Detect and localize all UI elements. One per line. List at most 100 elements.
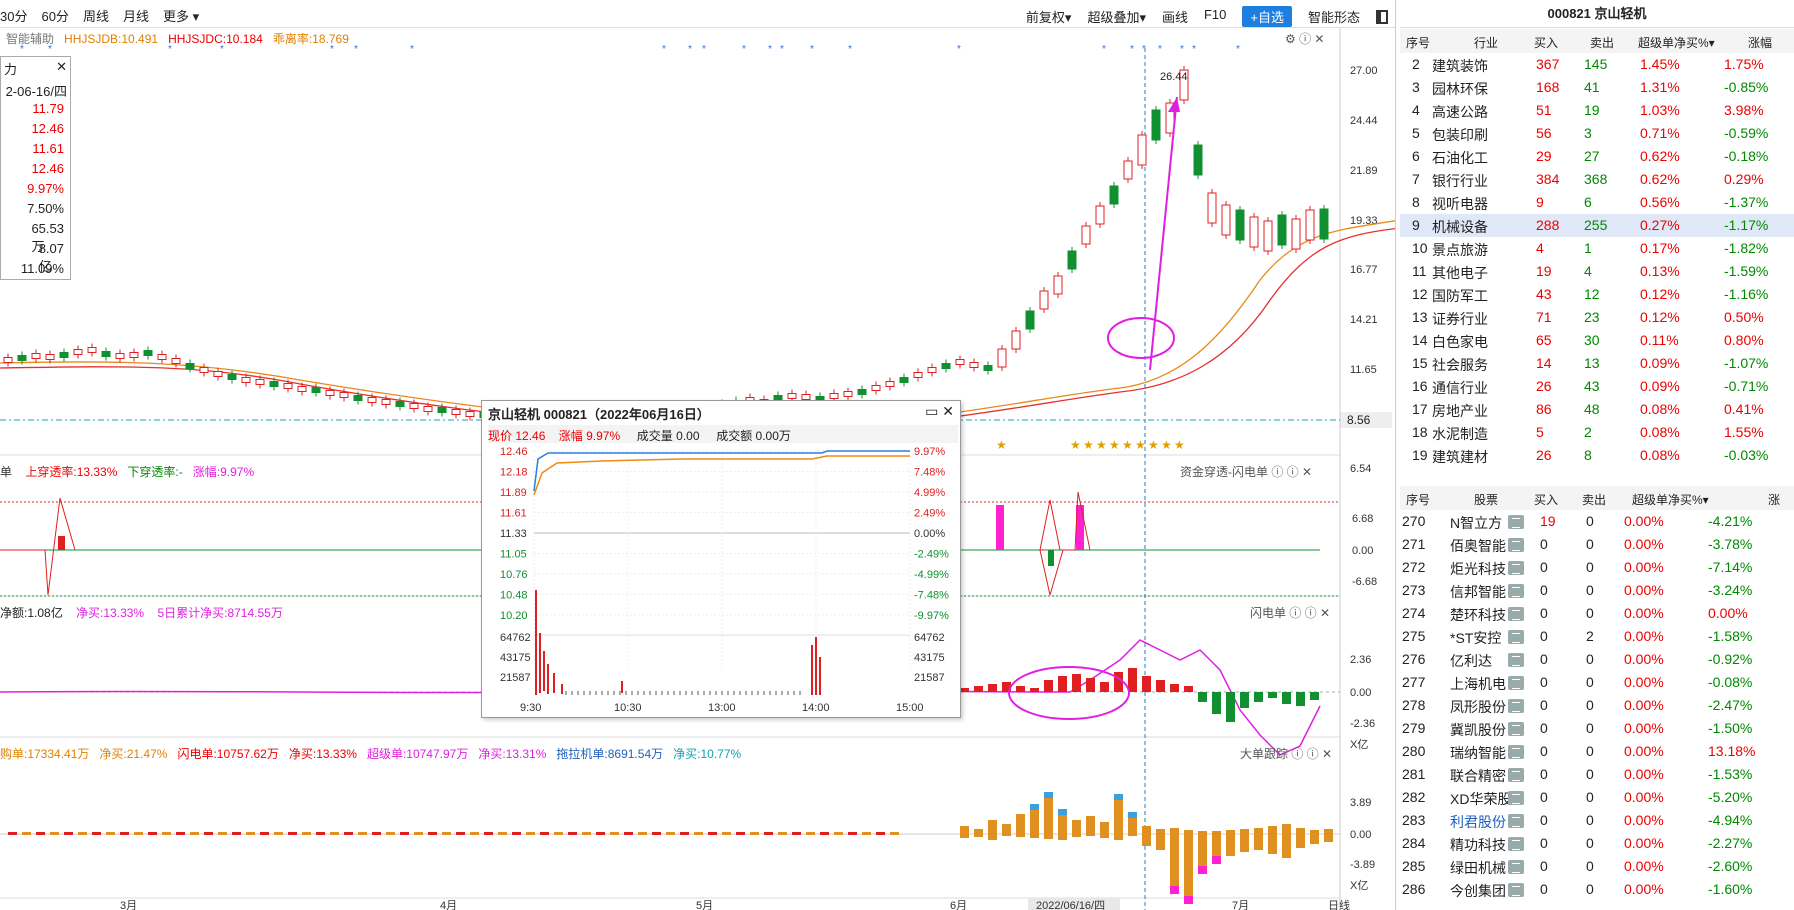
stock-header[interactable]: 序号 股票 买入 卖出 超级单净买%▾ 涨 [1400,486,1794,510]
stock-row[interactable]: 278 凤形股份 0 0 0.00% -2.47% [1400,694,1794,717]
cell: 43 [1536,286,1552,302]
col-header[interactable]: 涨幅 [1748,36,1773,50]
p3-bar-down [1184,834,1193,904]
stock-row[interactable]: 282 XD华荣股 0 0 0.00% -5.20% [1400,786,1794,809]
col-header[interactable]: 序号 [1406,493,1431,507]
industry-row[interactable]: 5 包装印刷 56 3 0.71% -0.59% [1400,122,1794,145]
candle-body [871,385,881,391]
industry-row[interactable]: 16 通信行业 26 43 0.09% -0.71% [1400,375,1794,398]
highlight-ellipse-2 [1008,666,1130,720]
stock-row[interactable]: 283 利君股份 0 0 0.00% -4.94% [1400,809,1794,832]
stock-row[interactable]: 274 楚环科技 0 0 0.00% 0.00% [1400,602,1794,625]
period-tab-4[interactable]: 更多 ▾ [162,9,200,24]
stock-row[interactable]: 277 上海机电 0 0 0.00% -0.08% [1400,671,1794,694]
col-header[interactable]: 涨 [1768,493,1781,507]
toolbar-item-0[interactable]: 前复权▾ [1025,10,1072,25]
stock-row[interactable]: 286 今创集团 0 0 0.00% -1.60% [1400,878,1794,901]
popup-close-icon[interactable]: ▭ ✕ [925,403,954,419]
industry-row[interactable]: 2 建筑装饰 367 145 1.45% 1.75% [1400,53,1794,76]
col-header[interactable]: 买入 [1534,493,1559,507]
industry-row[interactable]: 18 水泥制造 5 2 0.08% 1.55% [1400,421,1794,444]
p3-bar-small [736,832,745,835]
p3-bar-down [1086,834,1095,836]
p3-bar-small [148,832,157,835]
candle-body [1067,250,1077,270]
p3-bar-cap [1030,804,1039,810]
col-header[interactable]: 超级单净买%▾ [1638,36,1715,50]
cell: 0 [1540,720,1548,736]
stock-row[interactable]: 285 绿田机械 0 0 0.00% -2.60% [1400,855,1794,878]
col-header[interactable]: 超级单净买%▾ [1632,493,1709,507]
col-header[interactable]: 卖出 [1582,493,1607,507]
ind-bias: 乖离率:18.769 [272,32,349,46]
stock-row[interactable]: 271 佰奥智能 0 0 0.00% -3.78% [1400,533,1794,556]
chart-area[interactable]: 30分 60分 周线 月线 更多 ▾ 前复权▾ 超级叠加▾ 画线 F10 +自选 智能形态 2… [0,0,1396,910]
industry-row[interactable]: 19 建筑建材 26 8 0.08% -0.03% [1400,444,1794,467]
panel-toggle-icon[interactable] [1376,9,1388,24]
stock-row[interactable]: 281 联合精密 0 0 0.00% -1.53% [1400,763,1794,786]
peak-label: 26.44 [1160,71,1188,83]
toolbar-item-3[interactable]: F10 [1203,7,1227,22]
period-tab-1[interactable]: 60分 [41,9,69,24]
industry-row[interactable]: 7 银行行业 384 368 0.62% 0.29% [1400,168,1794,191]
industry-row[interactable]: 9 机械设备 288 255 0.27% -1.17% [1400,214,1794,237]
stock-row[interactable]: 280 瑞纳智能 0 0 0.00% 13.18% [1400,740,1794,763]
main-panel-controls[interactable]: ⚙ ⓘ ✕ [1285,32,1325,46]
stock-row[interactable]: 273 信邦智能 0 0 0.00% -3.24% [1400,579,1794,602]
industry-row[interactable]: 17 房地产业 86 48 0.08% 0.41% [1400,398,1794,421]
p3-bar-up [1170,828,1179,834]
candle-body [381,399,391,405]
p2-bar [1226,692,1235,722]
p3-bar-small [64,832,73,835]
stock-row[interactable]: 270 N智立方 19 0 0.00% -4.21% [1400,510,1794,533]
p2-bar [1142,676,1151,692]
p1-line-c [1039,491,1091,596]
candle-body [1151,109,1161,141]
col-header[interactable]: 卖出 [1590,36,1615,50]
main-indicator-bar: 智能辅助 HHJSJDB:10.491 HHJSJDC:10.184 乖离率:1… [6,30,349,47]
cell: 0.00% [1624,628,1664,644]
period-tab-0[interactable]: 30分 [0,9,28,24]
industry-row[interactable]: 8 视听电器 9 6 0.56% -1.37% [1400,191,1794,214]
toolbar-item-1[interactable]: 超级叠加▾ [1087,10,1146,25]
cell: 19 [1584,102,1600,118]
stock-row[interactable]: 276 亿利达 0 0 0.00% -0.92% [1400,648,1794,671]
cell: -5.20% [1708,789,1753,805]
industry-row[interactable]: 11 其他电子 19 4 0.13% -1.59% [1400,260,1794,283]
p3-bar-small [92,832,101,835]
industry-row[interactable]: 10 景点旅游 4 1 0.17% -1.82% [1400,237,1794,260]
industry-row[interactable]: 13 证券行业 71 23 0.12% 0.50% [1400,306,1794,329]
col-header[interactable]: 股票 [1474,493,1499,507]
industry-row[interactable]: 15 社会服务 14 13 0.09% -1.07% [1400,352,1794,375]
stock-row[interactable]: 279 冀凯股份 0 0 0.00% -1.50% [1400,717,1794,740]
industry-header[interactable]: 序号 行业 买入 卖出 超级单净买%▾ 涨幅 [1400,29,1794,53]
stock-row[interactable]: 284 精功科技 0 0 0.00% -2.27% [1400,832,1794,855]
industry-row[interactable]: 4 高速公路 51 19 1.03% 3.98% [1400,99,1794,122]
x-tick: 2022/06/16/四 [1036,900,1105,910]
stock-row[interactable]: 275 *ST安控 0 2 0.00% -1.58% [1400,625,1794,648]
col-header[interactable]: 序号 [1406,36,1431,50]
stock-row[interactable]: 272 炬光科技 0 0 0.00% -7.14% [1400,556,1794,579]
signal-star: * [1130,44,1134,55]
industry-row[interactable]: 3 园林环保 168 41 1.31% -0.85% [1400,76,1794,99]
list-icon [1508,676,1524,690]
p3-bar-up [1240,829,1249,834]
signal-star: * [330,44,334,55]
p2-bar [1058,676,1067,692]
period-tab-2[interactable]: 周线 [82,9,109,24]
candle-body [367,397,377,403]
col-header[interactable]: 行业 [1474,36,1499,50]
info-close-icon[interactable]: ✕ [56,59,67,74]
period-tab-3[interactable]: 月线 [122,9,149,24]
cell: 0 [1586,812,1594,828]
stock-chart-canvas[interactable]: 27.0024.4421.8919.3316.7714.2111.659.106… [0,0,1396,910]
industry-row[interactable]: 14 白色家电 65 30 0.11% 0.80% [1400,329,1794,352]
industry-row[interactable]: 12 国防军工 43 12 0.12% -1.16% [1400,283,1794,306]
smart-pattern-button[interactable]: 智能形态 [1307,10,1360,25]
intraday-popup[interactable]: 京山轻机 000821（2022年06月16日） ▭ ✕ 现价 12.46 涨幅… [481,400,961,718]
toolbar-item-2[interactable]: 画线 [1161,10,1188,25]
add-favorite-button[interactable]: +自选 [1242,6,1292,27]
industry-row[interactable]: 6 石油化工 29 27 0.62% -0.18% [1400,145,1794,168]
p3-bar-cap [1044,792,1053,798]
col-header[interactable]: 买入 [1534,36,1559,50]
